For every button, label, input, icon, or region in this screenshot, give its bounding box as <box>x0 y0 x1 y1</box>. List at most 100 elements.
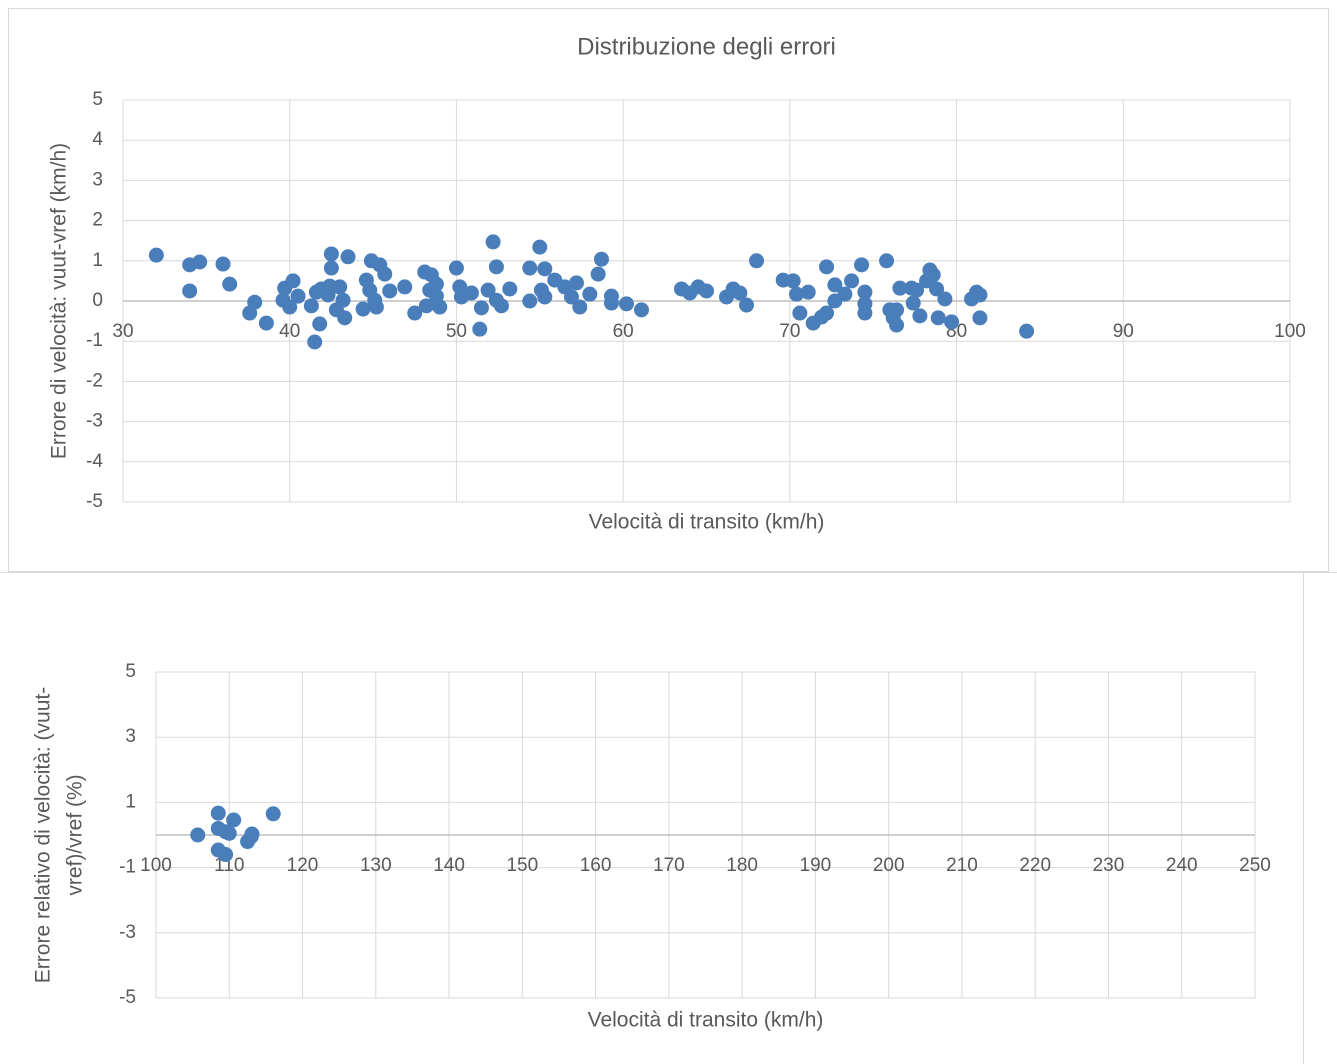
point <box>800 284 816 300</box>
point <box>258 315 274 331</box>
x-tick-label: 250 <box>1239 855 1271 876</box>
point <box>892 280 908 296</box>
y-tick-label: 1 <box>125 791 136 812</box>
point <box>448 260 464 276</box>
x-axis-title: Velocità di transito (km/h) <box>589 511 825 534</box>
point <box>472 321 488 337</box>
point <box>377 266 393 282</box>
x-tick-label: 50 <box>446 321 467 342</box>
x-tick-label: 100 <box>140 855 172 876</box>
point <box>182 283 198 299</box>
point <box>323 260 339 276</box>
point <box>593 251 609 267</box>
point <box>792 305 808 321</box>
point <box>854 257 870 273</box>
point <box>739 297 755 313</box>
point <box>532 239 548 255</box>
x-tick-label: 130 <box>360 855 392 876</box>
point <box>582 286 598 302</box>
point <box>337 310 353 326</box>
point <box>290 288 306 304</box>
point <box>930 310 946 326</box>
point <box>303 298 319 314</box>
point <box>857 305 873 321</box>
point <box>633 302 649 318</box>
point <box>837 286 853 302</box>
point <box>590 266 606 282</box>
y-tick-label: 5 <box>92 89 103 110</box>
point <box>428 276 444 292</box>
x-tick-label: 210 <box>946 855 978 876</box>
point <box>819 305 835 321</box>
x-tick-label: 220 <box>1019 855 1051 876</box>
point <box>312 316 328 332</box>
point <box>827 277 843 293</box>
point <box>368 299 384 315</box>
point <box>480 282 496 298</box>
point <box>192 254 208 270</box>
point <box>307 334 323 350</box>
point <box>463 285 479 301</box>
x-tick-label: 30 <box>112 321 133 342</box>
point <box>340 249 356 265</box>
point <box>335 292 351 308</box>
point <box>493 298 509 314</box>
point <box>473 300 489 316</box>
x-tick-label: 140 <box>433 855 465 876</box>
point <box>1019 323 1035 339</box>
point <box>944 314 960 330</box>
point <box>563 289 579 305</box>
point <box>925 267 941 283</box>
point <box>732 285 748 301</box>
y-tick-label: 2 <box>92 210 103 231</box>
point <box>785 273 801 289</box>
x-tick-label: 200 <box>873 855 905 876</box>
point <box>522 293 538 309</box>
point <box>912 308 928 324</box>
point <box>332 279 348 295</box>
point <box>502 281 518 297</box>
point <box>190 827 206 843</box>
point <box>226 812 242 828</box>
point <box>407 305 423 321</box>
y-tick-label: -5 <box>86 491 103 512</box>
point <box>382 283 398 299</box>
y-tick-label: -2 <box>86 370 103 391</box>
x-tick-label: 190 <box>800 855 832 876</box>
point <box>323 246 339 262</box>
y-tick-label: 0 <box>92 290 103 311</box>
y-tick-label: -1 <box>119 857 136 878</box>
point <box>148 247 164 263</box>
chart-title: Distribuzione degli errori <box>577 33 836 60</box>
point <box>418 298 434 314</box>
point <box>929 281 945 297</box>
point <box>488 259 504 275</box>
x-tick-label: 120 <box>287 855 319 876</box>
point <box>819 259 835 275</box>
point <box>889 302 905 318</box>
x-tick-label: 70 <box>779 321 800 342</box>
y-axis-title: Errore relativo di velocità: (vuut- <box>32 687 55 983</box>
x-tick-label: 150 <box>506 855 538 876</box>
point <box>432 299 448 315</box>
point <box>937 291 953 307</box>
point <box>243 829 259 845</box>
point <box>572 299 588 315</box>
point <box>247 294 263 310</box>
point <box>221 825 237 841</box>
chart-frame <box>8 8 1329 572</box>
point <box>210 805 226 821</box>
point <box>537 261 553 277</box>
y-axis-title: vref)/vref (%) <box>64 774 87 895</box>
point <box>699 283 714 299</box>
x-tick-label: 60 <box>613 321 634 342</box>
y-tick-label: -4 <box>86 451 103 472</box>
point <box>285 273 301 289</box>
point <box>218 847 234 863</box>
point <box>905 295 921 311</box>
point <box>909 282 925 298</box>
x-tick-label: 90 <box>1113 321 1134 342</box>
point <box>537 289 553 305</box>
y-tick-label: 5 <box>125 661 136 682</box>
point <box>603 295 619 311</box>
